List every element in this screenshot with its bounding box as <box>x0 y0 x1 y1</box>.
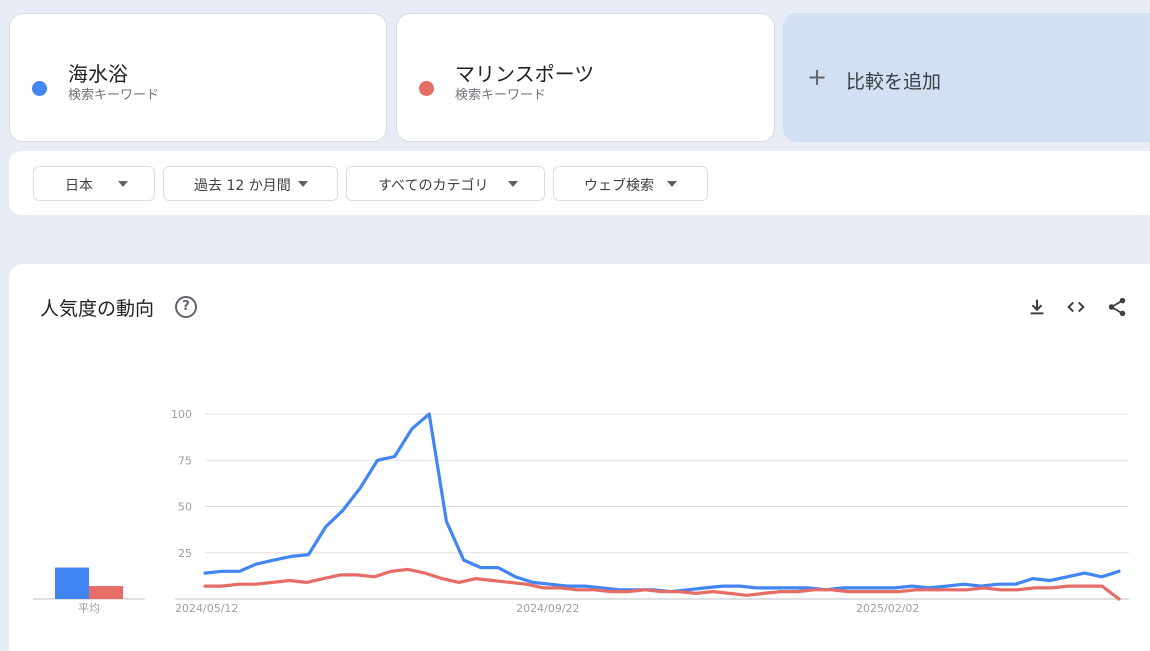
embed-icon[interactable] <box>1065 296 1087 318</box>
interest-chart: 100 75 50 25 2024/05/12 2024/09/22 2025/02/02 平… <box>33 408 1129 615</box>
chevron-down-icon <box>508 181 518 187</box>
y-tick-label: 100 <box>171 408 192 421</box>
chevron-down-icon <box>298 181 308 187</box>
x-tick-label: 2024/09/22 <box>516 602 579 615</box>
help-icon[interactable]: ? <box>175 296 197 318</box>
share-icon[interactable] <box>1106 296 1128 318</box>
series-line-2 <box>203 567 1121 601</box>
section-title: 人気度の動向 <box>40 298 155 320</box>
region-dropdown[interactable]: 日本 <box>33 166 155 201</box>
category-dropdown-label: すべてのカテゴリ <box>378 178 489 194</box>
search-type-dropdown[interactable]: ウェブ検索 <box>553 166 708 201</box>
x-tick-label: 2025/02/02 <box>856 602 919 615</box>
search-type-dropdown-label: ウェブ検索 <box>584 178 654 194</box>
add-comparison-button[interactable]: + 比較を追加 <box>783 13 1150 142</box>
average-label: 平均 <box>78 602 100 615</box>
time-range-dropdown[interactable]: 過去 12 か月間 <box>163 166 338 201</box>
term-type-label: 検索キーワード <box>68 88 160 103</box>
y-tick-label: 75 <box>178 454 192 467</box>
term-color-dot <box>419 81 434 96</box>
y-tick-label: 25 <box>178 547 192 560</box>
average-bar <box>89 586 123 599</box>
download-icon[interactable] <box>1026 296 1048 318</box>
plus-icon: + <box>807 63 828 91</box>
x-tick-label: 2024/05/12 <box>175 602 238 615</box>
term-type-label: 検索キーワード <box>455 88 547 103</box>
term-name[interactable]: マリンスポーツ <box>455 62 595 86</box>
add-comparison-label: 比較を追加 <box>846 71 942 93</box>
term-name[interactable]: 海水浴 <box>68 62 128 86</box>
chevron-down-icon <box>118 181 128 187</box>
region-dropdown-label: 日本 <box>65 178 93 194</box>
series-line-1 <box>203 412 1121 594</box>
chevron-down-icon <box>667 181 677 187</box>
filter-bar: 日本 過去 12 か月間 すべてのカテゴリ ウェブ検索 <box>9 151 1150 215</box>
y-tick-label: 50 <box>178 501 192 514</box>
time-range-dropdown-label: 過去 12 か月間 <box>194 178 291 194</box>
category-dropdown[interactable]: すべてのカテゴリ <box>346 166 545 201</box>
term-color-dot <box>32 81 47 96</box>
interest-over-time-card: 人気度の動向 ? 100 75 50 25 2024/05/12 2024/09/22 20… <box>9 264 1150 651</box>
average-bar <box>55 567 89 599</box>
search-term-card-2[interactable]: マリンスポーツ 検索キーワード <box>396 13 775 142</box>
search-term-card-1[interactable]: 海水浴 検索キーワード <box>9 13 387 142</box>
